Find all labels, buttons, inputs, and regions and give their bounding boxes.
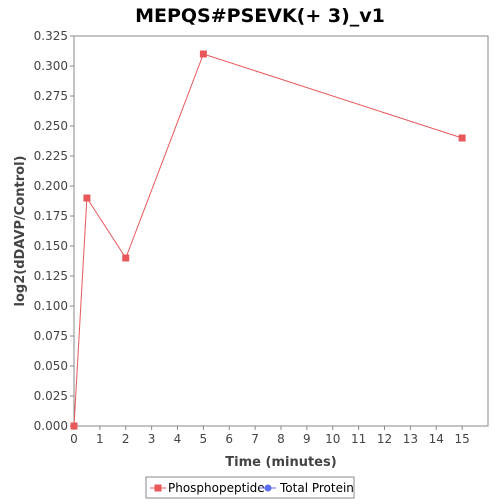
y-tick-label: 0.250 <box>34 119 68 133</box>
y-tick-label: 0.150 <box>34 239 68 253</box>
x-axis-label: Time (minutes) <box>225 455 336 470</box>
x-tick-label: 8 <box>277 432 285 446</box>
chart-title: MEPQS#PSEVK(+ 3)_v1 <box>135 5 385 27</box>
x-tick-label: 13 <box>403 432 418 446</box>
x-tick-label: 4 <box>174 432 182 446</box>
data-point <box>70 422 78 430</box>
legend-swatch-marker <box>264 484 272 492</box>
x-tick-label: 6 <box>225 432 233 446</box>
data-point <box>122 254 130 262</box>
x-tick-label: 9 <box>303 432 311 446</box>
x-tick-label: 2 <box>122 432 130 446</box>
series-layer <box>70 50 466 430</box>
x-tick-label: 3 <box>148 432 156 446</box>
legend-box <box>145 476 355 499</box>
x-tick-label: 1 <box>96 432 104 446</box>
data-point <box>83 194 91 202</box>
y-tick-label: 0.075 <box>34 329 68 343</box>
x-tick-label: 10 <box>325 432 340 446</box>
x-tick-label: 11 <box>351 432 366 446</box>
x-tick-label: 7 <box>251 432 259 446</box>
x-tick-label: 0 <box>70 432 78 446</box>
plot-area <box>73 35 489 427</box>
y-tick-label: 0.050 <box>34 359 68 373</box>
y-tick-label: 0.275 <box>34 89 68 103</box>
x-tick-label: 12 <box>377 432 392 446</box>
x-tick-label: 15 <box>454 432 469 446</box>
legend: Phosphopeptide Total Protein <box>145 476 355 499</box>
legend-label: Total Protein <box>279 481 354 495</box>
y-tick-label: 0.300 <box>34 59 68 73</box>
x-axis: 0 1 2 3 4 5 6 7 8 9 10 11 12 13 14 15 <box>70 426 470 446</box>
y-tick-label: 0.100 <box>34 299 68 313</box>
y-tick-label: 0.000 <box>34 419 68 433</box>
y-tick-label: 0.200 <box>34 179 68 193</box>
x-tick-label: 14 <box>429 432 444 446</box>
data-point <box>458 134 466 142</box>
y-tick-label: 0.125 <box>34 269 68 283</box>
legend-swatch-marker <box>154 484 162 492</box>
y-axis-label: log2(dDAVP/Control) <box>13 156 28 307</box>
y-tick-label: 0.175 <box>34 209 68 223</box>
y-tick-label: 0.225 <box>34 149 68 163</box>
y-axis: 0.000 0.025 0.050 0.075 0.100 0.125 0.150 0.175… <box>34 29 74 433</box>
legend-label: Phosphopeptide <box>168 481 265 495</box>
x-tick-label: 5 <box>200 432 208 446</box>
y-tick-label: 0.325 <box>34 29 68 43</box>
data-point <box>199 50 207 58</box>
y-tick-label: 0.025 <box>34 389 68 403</box>
